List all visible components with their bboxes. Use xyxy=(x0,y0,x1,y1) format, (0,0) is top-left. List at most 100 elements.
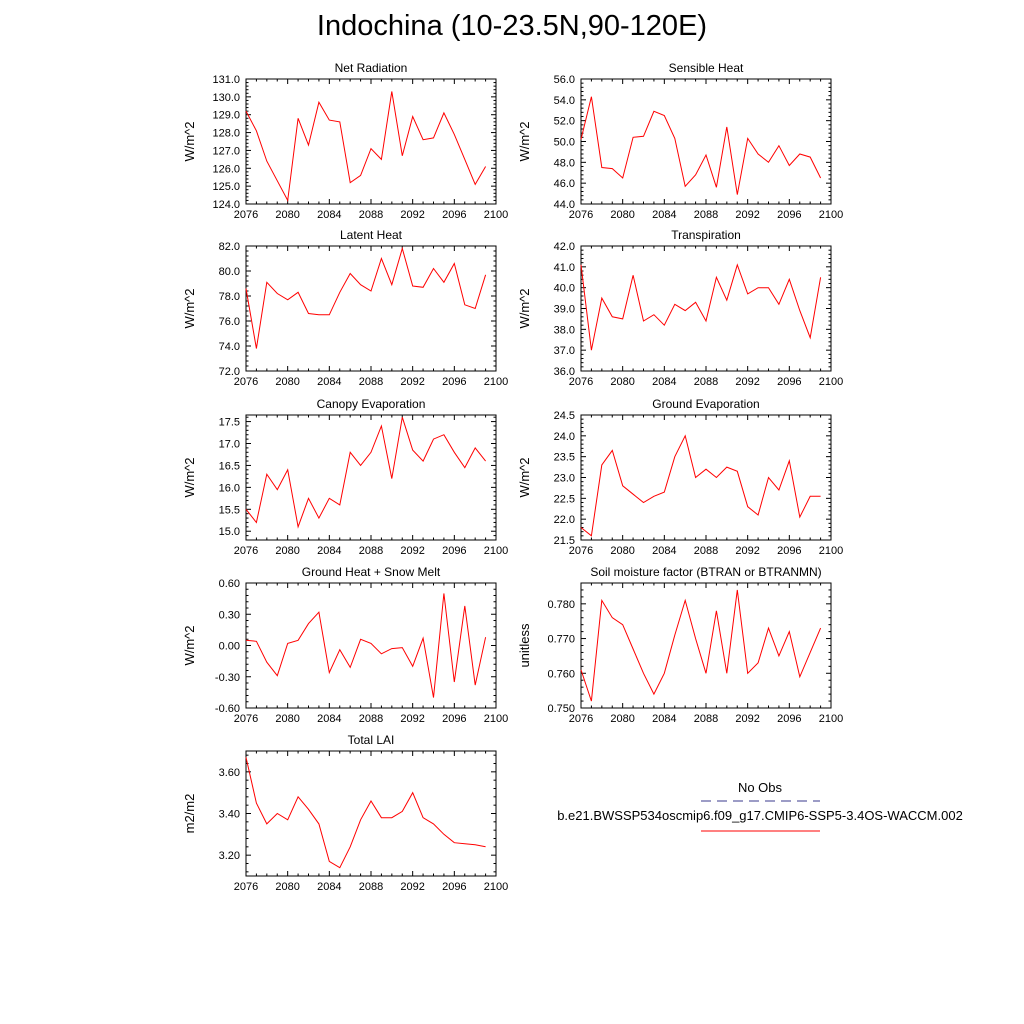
panel-3-xtick-label: 2096 xyxy=(442,376,466,388)
panel-7-ytick-label: -0.60 xyxy=(215,703,240,715)
panel-9-xtick-label: 2080 xyxy=(275,881,299,893)
panel-1-ytick-label: 128.0 xyxy=(212,128,240,140)
panel-2-xtick-label: 2084 xyxy=(652,209,676,221)
legend-obs-label: No Obs xyxy=(738,780,783,795)
panel-4-ytick-label: 41.0 xyxy=(554,262,575,274)
panel-6-ytick-label: 22.0 xyxy=(554,514,575,526)
panel-2-xtick-label: 2100 xyxy=(819,209,843,221)
panel-5-xtick-label: 2096 xyxy=(442,545,466,557)
panel-4-xtick-label: 2096 xyxy=(777,376,801,388)
panel-8-series-line xyxy=(580,589,822,702)
panel-3-ytick-label: 72.0 xyxy=(219,366,240,378)
panel-4-ytick-label: 36.0 xyxy=(554,366,575,378)
panel-2-series-line xyxy=(580,96,822,195)
panel-2: Sensible Heat W/m^2 2076 2080 2084 2088 2092 20… xyxy=(517,61,843,221)
panel-3-xtick-label: 2100 xyxy=(484,376,508,388)
panel-4-frame xyxy=(580,245,832,372)
panel-1-xtick-label: 2092 xyxy=(400,209,424,221)
panel-5-xtick-label: 2084 xyxy=(317,545,341,557)
panel-9-title: Total LAI xyxy=(348,733,395,747)
panel-2-xtick-label: 2096 xyxy=(777,209,801,221)
panel-8-xtick-label: 2088 xyxy=(694,713,718,725)
panel-7-ytick-label: 0.30 xyxy=(219,609,240,621)
panel-6-ytick-label: 23.0 xyxy=(554,473,575,485)
panel-1-title: Net Radiation xyxy=(335,61,408,75)
panel-4-ytick-label: 39.0 xyxy=(554,304,575,316)
panel-5-xtick-label: 2088 xyxy=(359,545,383,557)
panel-7-xtick-label: 2096 xyxy=(442,713,466,725)
panel-4-xtick-label: 2080 xyxy=(610,376,634,388)
panel-6-xtick-label: 2100 xyxy=(819,545,843,557)
panel-3-ytick-label: 78.0 xyxy=(219,291,240,303)
panel-1-ylabel: W/m^2 xyxy=(182,121,197,161)
panel-8: Soil moisture factor (BTRAN or BTRANMN) u… xyxy=(517,565,843,725)
panel-1-xtick-label: 2080 xyxy=(275,209,299,221)
panel-1-series-line xyxy=(245,91,487,203)
panel-8-xtick-label: 2100 xyxy=(819,713,843,725)
panel-3-ytick-label: 76.0 xyxy=(219,316,240,328)
panel-6-ylabel: W/m^2 xyxy=(517,457,532,497)
panel-6-ytick-label: 22.5 xyxy=(554,493,575,505)
panel-1-ytick-label: 124.0 xyxy=(212,199,240,211)
panel-9-ytick-label: 3.40 xyxy=(219,809,240,821)
panel-2-xtick-label: 2076 xyxy=(569,209,593,221)
panel-3-xtick-label: 2080 xyxy=(275,376,299,388)
panel-7-ytick-label: 0.00 xyxy=(219,641,240,653)
panel-9-frame xyxy=(245,750,497,877)
panel-8-xtick-label: 2076 xyxy=(569,713,593,725)
panel-9-ytick-label: 3.20 xyxy=(219,850,240,862)
panel-1-ytick-label: 131.0 xyxy=(212,74,240,86)
panel-7-ytick-label: -0.30 xyxy=(215,672,240,684)
panel-6-ytick-label: 23.5 xyxy=(554,452,575,464)
panel-7-ytick-label: 0.60 xyxy=(219,578,240,590)
panel-1-xtick-label: 2084 xyxy=(317,209,341,221)
panel-5-series-line xyxy=(245,417,486,529)
panel-9: Total LAI m2/m2 2076 2080 2084 2088 2092 2096 21… xyxy=(182,733,508,893)
panel-2-ytick-label: 48.0 xyxy=(554,157,575,169)
figure-title: Indochina (10-23.5N,90-120E) xyxy=(316,10,708,42)
panel-5-xtick-label: 2076 xyxy=(234,545,258,557)
panel-3: Latent Heat W/m^2 2076 2080 2084 2088 2092 2096… xyxy=(182,228,508,388)
panel-3-xtick-label: 2092 xyxy=(400,376,424,388)
panel-3-ytick-label: 74.0 xyxy=(219,341,240,353)
panel-7-xtick-label: 2076 xyxy=(234,713,258,725)
panel-4-xtick-label: 2084 xyxy=(652,376,676,388)
panel-1-ytick-label: 130.0 xyxy=(212,92,240,104)
panel-3-xtick-label: 2076 xyxy=(234,376,258,388)
panel-9-series-line xyxy=(245,757,486,869)
panel-1-xtick-label: 2096 xyxy=(442,209,466,221)
panel-8-ytick-label: 0.750 xyxy=(547,703,575,715)
panel-9-xtick-label: 2084 xyxy=(317,881,341,893)
panel-6-xtick-label: 2076 xyxy=(569,545,593,557)
panel-6-xtick-label: 2084 xyxy=(652,545,676,557)
panel-6-ytick-label: 21.5 xyxy=(554,535,575,547)
panel-3-xtick-label: 2084 xyxy=(317,376,341,388)
panel-5: Canopy Evaporation W/m^2 2076 2080 2084 2088 2… xyxy=(182,397,508,557)
panel-6-xtick-label: 2080 xyxy=(610,545,634,557)
panel-3-series-line xyxy=(245,246,487,349)
panel-7-xtick-label: 2100 xyxy=(484,713,508,725)
panel-6-series-line xyxy=(580,434,821,537)
panel-8-ytick-label: 0.760 xyxy=(547,668,575,680)
panel-2-ytick-label: 50.0 xyxy=(554,137,575,149)
panel-7-xtick-label: 2080 xyxy=(275,713,299,725)
panel-2-ytick-label: 44.0 xyxy=(554,199,575,211)
panel-1-frame xyxy=(245,78,497,205)
panel-1-ytick-label: 127.0 xyxy=(212,145,240,157)
panel-5-ytick-label: 16.0 xyxy=(219,482,240,494)
panel-4-xtick-label: 2088 xyxy=(694,376,718,388)
panel-4-series-line xyxy=(580,263,822,351)
panel-8-xtick-label: 2080 xyxy=(610,713,634,725)
panel-8-ytick-label: 0.780 xyxy=(547,599,575,611)
panel-5-ylabel: W/m^2 xyxy=(182,457,197,497)
panel-6-title: Ground Evaporation xyxy=(652,397,759,411)
panel-3-ytick-label: 82.0 xyxy=(219,241,240,253)
panel-5-ytick-label: 17.5 xyxy=(219,417,240,429)
panel-1-xtick-label: 2076 xyxy=(234,209,258,221)
panel-4-ytick-label: 42.0 xyxy=(554,241,575,253)
panel-4-ytick-label: 40.0 xyxy=(554,283,575,295)
panel-2-frame xyxy=(580,78,832,205)
panel-2-title: Sensible Heat xyxy=(669,61,744,75)
panel-6-xtick-label: 2088 xyxy=(694,545,718,557)
